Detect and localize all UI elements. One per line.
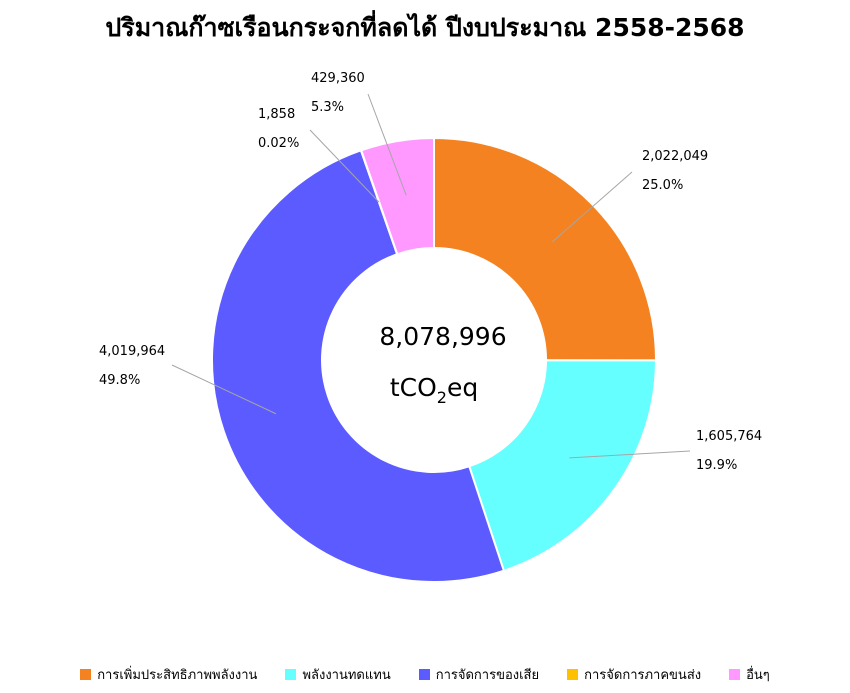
percent-label-1: 25.0% (642, 178, 683, 193)
value-label-3: 4,019,964 (99, 344, 165, 359)
legend-swatch (729, 669, 741, 680)
slice-5 (359, 136, 435, 256)
slice-3 (211, 149, 506, 583)
percent-label-3: 49.8% (99, 373, 140, 388)
legend-item-5: อื่นๆ (729, 664, 770, 685)
legend-label: การจัดการของเสีย (435, 668, 540, 683)
legend-label: อื่นๆ (746, 668, 770, 683)
data-labels: 2,022,049 25.0% 1,605,764 19.9% 4,019,964 49.… (99, 71, 762, 473)
leader-line-5 (367, 93, 407, 196)
value-label-2: 1,605,764 (696, 429, 762, 444)
slice-2 (467, 359, 658, 572)
legend-swatch (285, 669, 297, 680)
leader-line-1 (551, 171, 633, 243)
center-total-value: 8,078,996 (379, 322, 506, 351)
chart-legend: การเพิ่มประสิทธิภาพพลังงาน พลังงานทดแทน กา… (0, 664, 850, 685)
legend-label: พลังงานทดแทน (302, 668, 391, 683)
center-unit-label: tCO2eq (390, 373, 478, 407)
unit-subscript: 2 (437, 388, 447, 407)
unit-suffix: eq (447, 373, 478, 402)
percent-label-2: 19.9% (696, 458, 737, 473)
legend-item-2: พลังงานทดแทน (285, 664, 391, 685)
leader-line-3 (171, 364, 277, 415)
percent-label-4: 0.02% (258, 136, 299, 151)
leader-line-4 (309, 129, 380, 203)
label-leader-lines (171, 93, 691, 459)
unit-prefix: tCO (390, 373, 437, 402)
legend-item-3: การจัดการของเสีย (418, 664, 540, 685)
legend-swatch (80, 669, 92, 680)
value-label-4: 1,858 (258, 107, 295, 122)
legend-swatch (418, 669, 430, 680)
value-label-5: 429,360 (311, 71, 365, 86)
legend-swatch (567, 669, 579, 680)
slice-1 (433, 136, 658, 362)
percent-label-5: 5.3% (311, 100, 344, 115)
donut-slices (211, 136, 658, 583)
legend-label: การเพิ่มประสิทธิภาพพลังงาน (97, 668, 258, 683)
value-label-1: 2,022,049 (642, 149, 708, 164)
legend-item-4: การจัดการภาคขนส่ง (567, 664, 701, 685)
legend-label: การจัดการภาคขนส่ง (584, 668, 702, 683)
chart-title: ปริมาณก๊าซเรือนกระจกที่ลดได้ ปีงบประมาณ … (105, 13, 745, 42)
legend-item-1: การเพิ่มประสิทธิภาพพลังงาน (80, 664, 257, 685)
leader-line-2 (569, 450, 691, 459)
